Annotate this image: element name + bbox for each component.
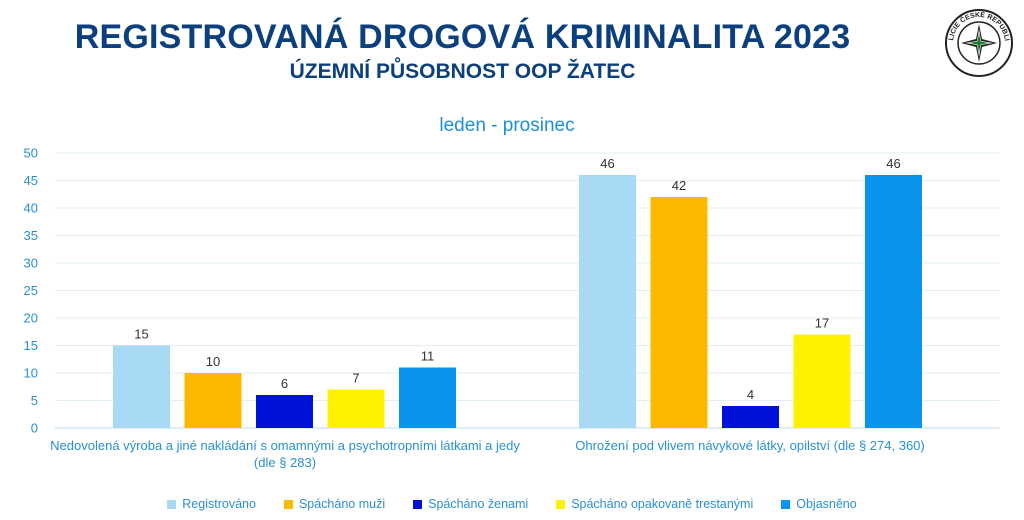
legend-item-opakovane: Spácháno opakovaně trestanými bbox=[556, 497, 753, 511]
y-tick-label: 25 bbox=[24, 283, 38, 298]
y-tick-label: 45 bbox=[24, 173, 38, 188]
y-tick-label: 35 bbox=[24, 228, 38, 243]
y-tick-label: 30 bbox=[24, 256, 38, 271]
bar-value-label: 46 bbox=[886, 156, 900, 171]
legend-label: Spácháno muži bbox=[298, 497, 386, 511]
bar-value-label: 11 bbox=[421, 349, 435, 364]
y-tick-label: 20 bbox=[24, 311, 38, 326]
bar bbox=[113, 345, 170, 428]
category-label-2: Ohrožení pod vlivem návykové látky, opil… bbox=[575, 438, 925, 453]
bar-chart: leden - prosinec 0 5 10 15 20 25 30 35 40 45 50 15… bbox=[24, 115, 1000, 436]
bar-value-label: 15 bbox=[134, 327, 148, 342]
legend-label: Spácháno ženami bbox=[428, 497, 529, 511]
page-subtitle: ÚZEMNÍ PŮSOBNOST OOP ŽATEC bbox=[289, 60, 636, 83]
legend-swatch bbox=[781, 499, 791, 509]
bar bbox=[399, 367, 456, 428]
bar-value-label: 4 bbox=[747, 387, 754, 402]
y-axis: 0 5 10 15 20 25 30 35 40 45 50 bbox=[24, 146, 38, 436]
police-star-logo-icon: POLICIE ČESKÉ REPUBLIKY bbox=[944, 8, 1013, 77]
legend-swatch bbox=[556, 499, 566, 509]
bar-value-label: 10 bbox=[206, 354, 220, 369]
bar bbox=[650, 197, 708, 428]
legend-swatch bbox=[167, 499, 177, 509]
data-labels: 15 10 6 7 11 46 42 4 17 46 bbox=[134, 156, 900, 402]
legend-item-registrovano: Registrováno bbox=[167, 497, 256, 511]
bar-value-label: 46 bbox=[600, 156, 614, 171]
legend-swatch bbox=[413, 499, 423, 509]
y-tick-label: 10 bbox=[24, 366, 38, 381]
chart-legend: Registrováno Spácháno muži Spácháno žena… bbox=[0, 497, 1024, 511]
y-tick-label: 15 bbox=[24, 338, 38, 353]
bar bbox=[184, 373, 242, 428]
legend-item-zenami: Spácháno ženami bbox=[413, 497, 528, 511]
bar bbox=[793, 334, 851, 428]
legend-label: Objasněno bbox=[796, 497, 857, 511]
legend-item-muzi: Spácháno muži bbox=[283, 497, 386, 511]
bar bbox=[722, 406, 779, 428]
bar bbox=[327, 389, 385, 428]
bar-value-label: 42 bbox=[672, 178, 686, 193]
y-tick-label: 0 bbox=[31, 421, 38, 436]
bar-value-label: 17 bbox=[815, 316, 829, 331]
legend-item-objasneno: Objasněno bbox=[781, 497, 857, 511]
legend-swatch bbox=[283, 499, 293, 509]
legend-label: Spácháno opakovaně trestanými bbox=[571, 497, 754, 511]
bar-value-label: 7 bbox=[352, 371, 359, 386]
bar bbox=[579, 175, 636, 428]
legend-label: Registrováno bbox=[182, 497, 256, 511]
chart-subtitle: leden - prosinec bbox=[439, 115, 574, 136]
y-tick-label: 50 bbox=[24, 146, 38, 161]
bar bbox=[865, 175, 922, 428]
category-label-1: Nedovolená výroba a jiné nakládání s oma… bbox=[50, 438, 520, 470]
bar bbox=[256, 395, 313, 428]
y-tick-label: 40 bbox=[24, 201, 38, 216]
page-title: REGISTROVANÁ DROGOVÁ KRIMINALITA 2023 bbox=[74, 18, 851, 56]
y-tick-label: 5 bbox=[31, 393, 38, 408]
bar-value-label: 6 bbox=[281, 376, 288, 391]
chart-bars bbox=[113, 175, 922, 428]
